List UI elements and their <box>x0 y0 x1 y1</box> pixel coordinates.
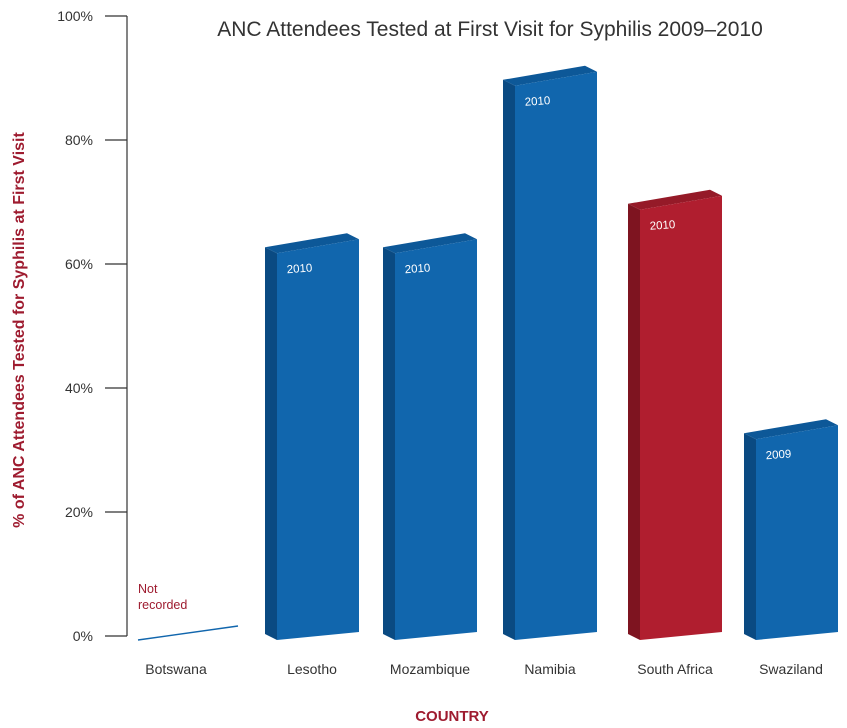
category-label: Swaziland <box>759 661 823 677</box>
annotations: Not recorded <box>137 582 239 641</box>
y-tick-label: 60% <box>65 256 93 272</box>
bar-front <box>277 239 359 640</box>
category-label: Lesotho <box>287 661 337 677</box>
y-tick-label: 0% <box>73 628 93 644</box>
bar-top <box>503 65 597 86</box>
not-recorded-label: Not <box>138 582 158 596</box>
category-label: Namibia <box>524 661 576 677</box>
bar-side <box>265 247 277 640</box>
bar-year-label: 2009 <box>765 448 791 462</box>
bar-top <box>383 233 477 254</box>
bar-lesotho: 2010 <box>265 233 359 640</box>
bar-front <box>756 425 838 640</box>
category-labels: Botswana Lesotho Mozambique Namibia South Af… <box>145 661 823 677</box>
category-label: Mozambique <box>390 661 470 677</box>
bar-year-label: 2010 <box>524 95 550 109</box>
bar-swaziland: 2009 <box>744 419 838 640</box>
bar-top <box>744 419 838 440</box>
bar-top <box>628 189 722 210</box>
bar-front <box>640 195 722 641</box>
bar-year-label: 2010 <box>649 219 675 233</box>
bar-front <box>515 71 597 641</box>
y-tick-label: 40% <box>65 380 93 396</box>
bar-south-africa: 2010 <box>628 189 722 641</box>
category-label: Botswana <box>145 661 207 677</box>
bar-top <box>265 233 359 254</box>
x-axis-label: COUNTRY <box>415 708 489 725</box>
bar-year-label: 2010 <box>404 262 430 276</box>
not-recorded-label: recorded <box>138 598 187 612</box>
bar-side <box>383 247 395 640</box>
y-axis-ticks: 0% 20% 40% 60% 80% 100% <box>57 8 127 644</box>
bars: 2010 2010 2010 2010 2009 <box>265 65 838 641</box>
bar-year-label: 2010 <box>286 262 312 276</box>
y-axis-label: % of ANC Attendees Tested for Syphilis a… <box>11 132 28 528</box>
bar-namibia: 2010 <box>503 65 597 641</box>
bar-front <box>395 239 477 640</box>
y-tick-label: 80% <box>65 132 93 148</box>
bar-side <box>628 203 640 641</box>
no-data-line <box>137 625 239 641</box>
chart-title: ANC Attendees Tested at First Visit for … <box>217 18 763 41</box>
y-tick-label: 20% <box>65 504 93 520</box>
bar-side <box>744 433 756 640</box>
bar-side <box>503 79 515 641</box>
category-label: South Africa <box>637 661 713 677</box>
y-tick-label: 100% <box>57 8 93 24</box>
bar-mozambique: 2010 <box>383 233 477 640</box>
